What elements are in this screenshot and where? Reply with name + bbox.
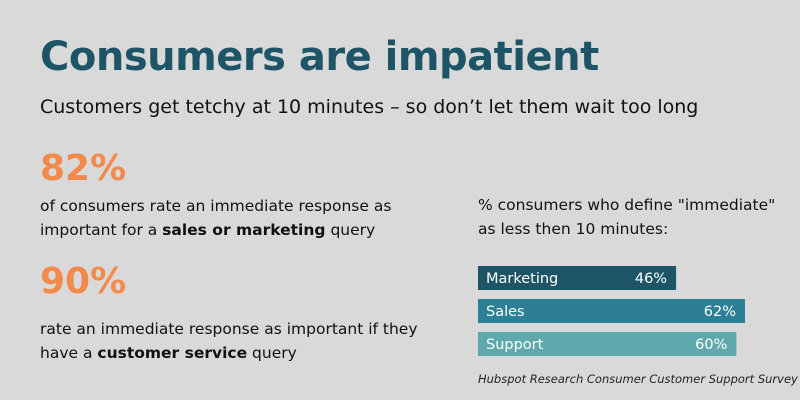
page-subtitle: Customers get tetchy at 10 minutes – so … <box>40 96 699 118</box>
stat-text-after: query <box>325 221 376 239</box>
bar-marketing <box>478 266 677 290</box>
bar-support <box>478 332 737 356</box>
stat-emphasis: customer service <box>97 344 248 362</box>
stat-value-sales-marketing: 82% <box>40 148 127 189</box>
stat-value-customer-service: 90% <box>40 261 127 302</box>
stat-description-customer-service: rate an immediate response as important … <box>40 317 430 365</box>
bar-value-label-sales: 62% <box>704 304 736 320</box>
stat-emphasis: sales or marketing <box>162 221 326 239</box>
bar-sales <box>478 299 745 323</box>
chart-caption: % consumers who define "immediate" as le… <box>478 196 776 238</box>
bar-category-label-support: Support <box>486 337 544 353</box>
stat-text-before: rate an immediate response as important … <box>40 320 418 362</box>
source-note: Hubspot Research Consumer Customer Suppo… <box>478 372 798 386</box>
bar-category-label-marketing: Marketing <box>486 271 558 287</box>
stat-text-after: query <box>247 344 297 362</box>
stat-description-sales-marketing: of consumers rate an immediate response … <box>40 194 430 242</box>
bar-value-label-marketing: 46% <box>635 271 667 287</box>
bar-value-label-support: 60% <box>695 337 727 353</box>
page-title: Consumers are impatient <box>40 34 599 80</box>
bar-category-label-sales: Sales <box>486 304 525 320</box>
stat-text-before: of consumers rate an immediate response … <box>40 197 392 239</box>
